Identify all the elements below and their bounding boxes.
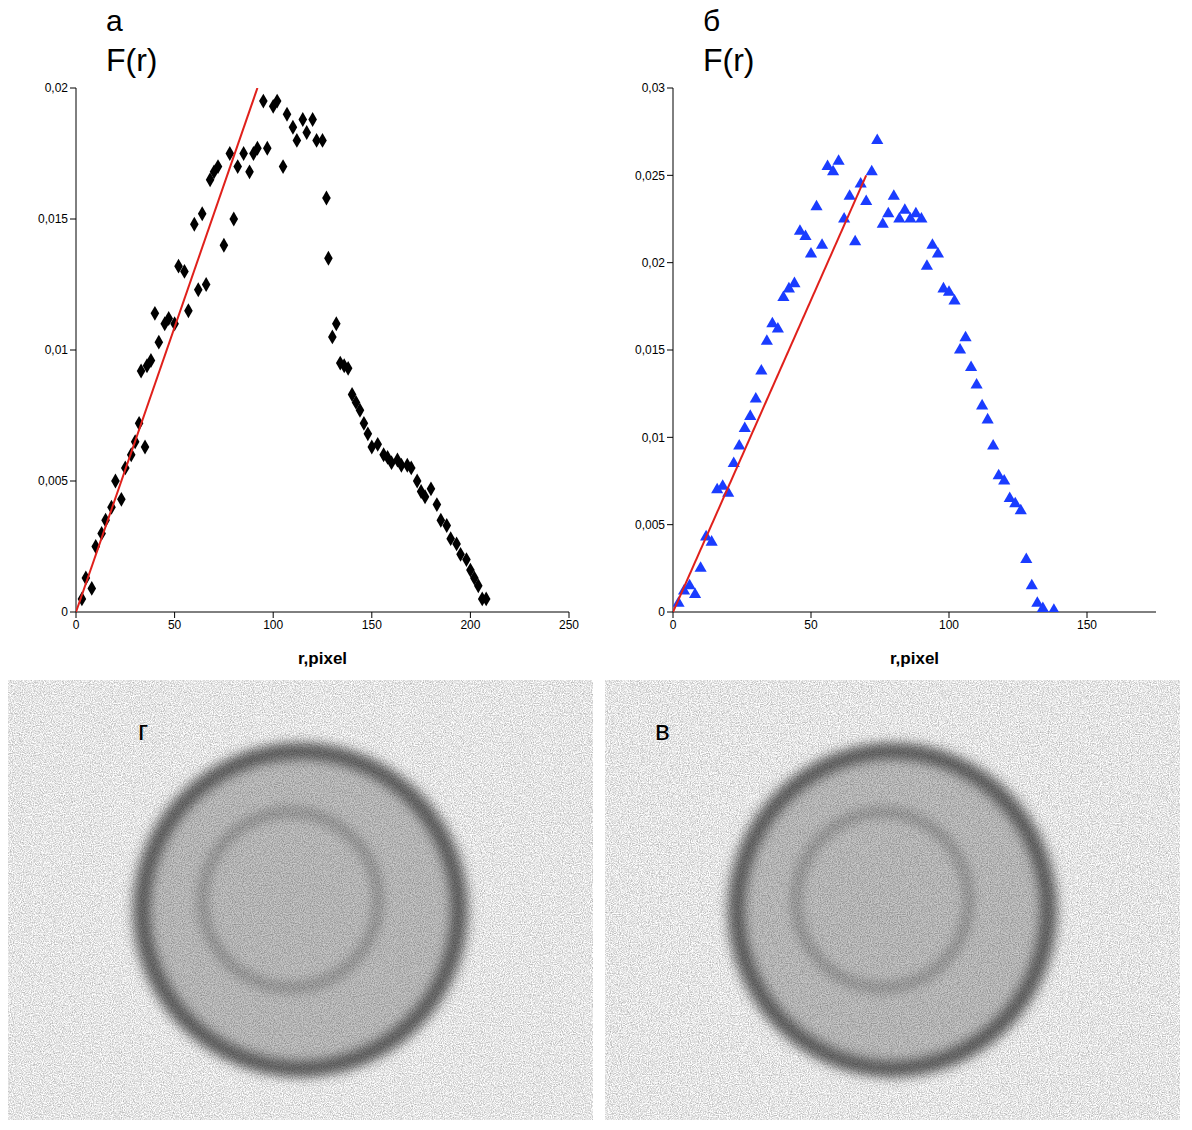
- svg-text:0,03: 0,03: [642, 81, 666, 95]
- svg-text:100: 100: [939, 618, 959, 632]
- svg-text:0,01: 0,01: [45, 343, 69, 357]
- svg-text:0,01: 0,01: [642, 431, 666, 445]
- svg-text:0: 0: [61, 605, 68, 619]
- svg-text:0,015: 0,015: [38, 212, 68, 226]
- svg-text:0,015: 0,015: [635, 343, 665, 357]
- svg-text:0: 0: [658, 605, 665, 619]
- svg-text:0,02: 0,02: [642, 256, 666, 270]
- svg-text:0: 0: [670, 618, 677, 632]
- svg-text:в: в: [655, 715, 670, 746]
- svg-text:0,025: 0,025: [635, 169, 665, 183]
- svg-text:г: г: [138, 715, 148, 746]
- svg-text:200: 200: [460, 618, 480, 632]
- html-text:F(r): F(r): [106, 42, 158, 78]
- svg-text:50: 50: [804, 618, 818, 632]
- svg-text:250: 250: [559, 618, 579, 632]
- svg-text:r,pixel: r,pixel: [890, 649, 939, 668]
- html-text:б: б: [703, 4, 721, 37]
- svg-text:0: 0: [73, 618, 80, 632]
- svg-text:r,pixel: r,pixel: [298, 649, 347, 668]
- svg-text:0,02: 0,02: [45, 81, 69, 95]
- svg-text:100: 100: [263, 618, 283, 632]
- svg-text:150: 150: [362, 618, 382, 632]
- svg-text:0,005: 0,005: [635, 518, 665, 532]
- svg-text:50: 50: [168, 618, 182, 632]
- html-text:а: а: [106, 4, 123, 37]
- svg-text:0,005: 0,005: [38, 474, 68, 488]
- html-text:F(r): F(r): [703, 42, 755, 78]
- svg-text:150: 150: [1077, 618, 1097, 632]
